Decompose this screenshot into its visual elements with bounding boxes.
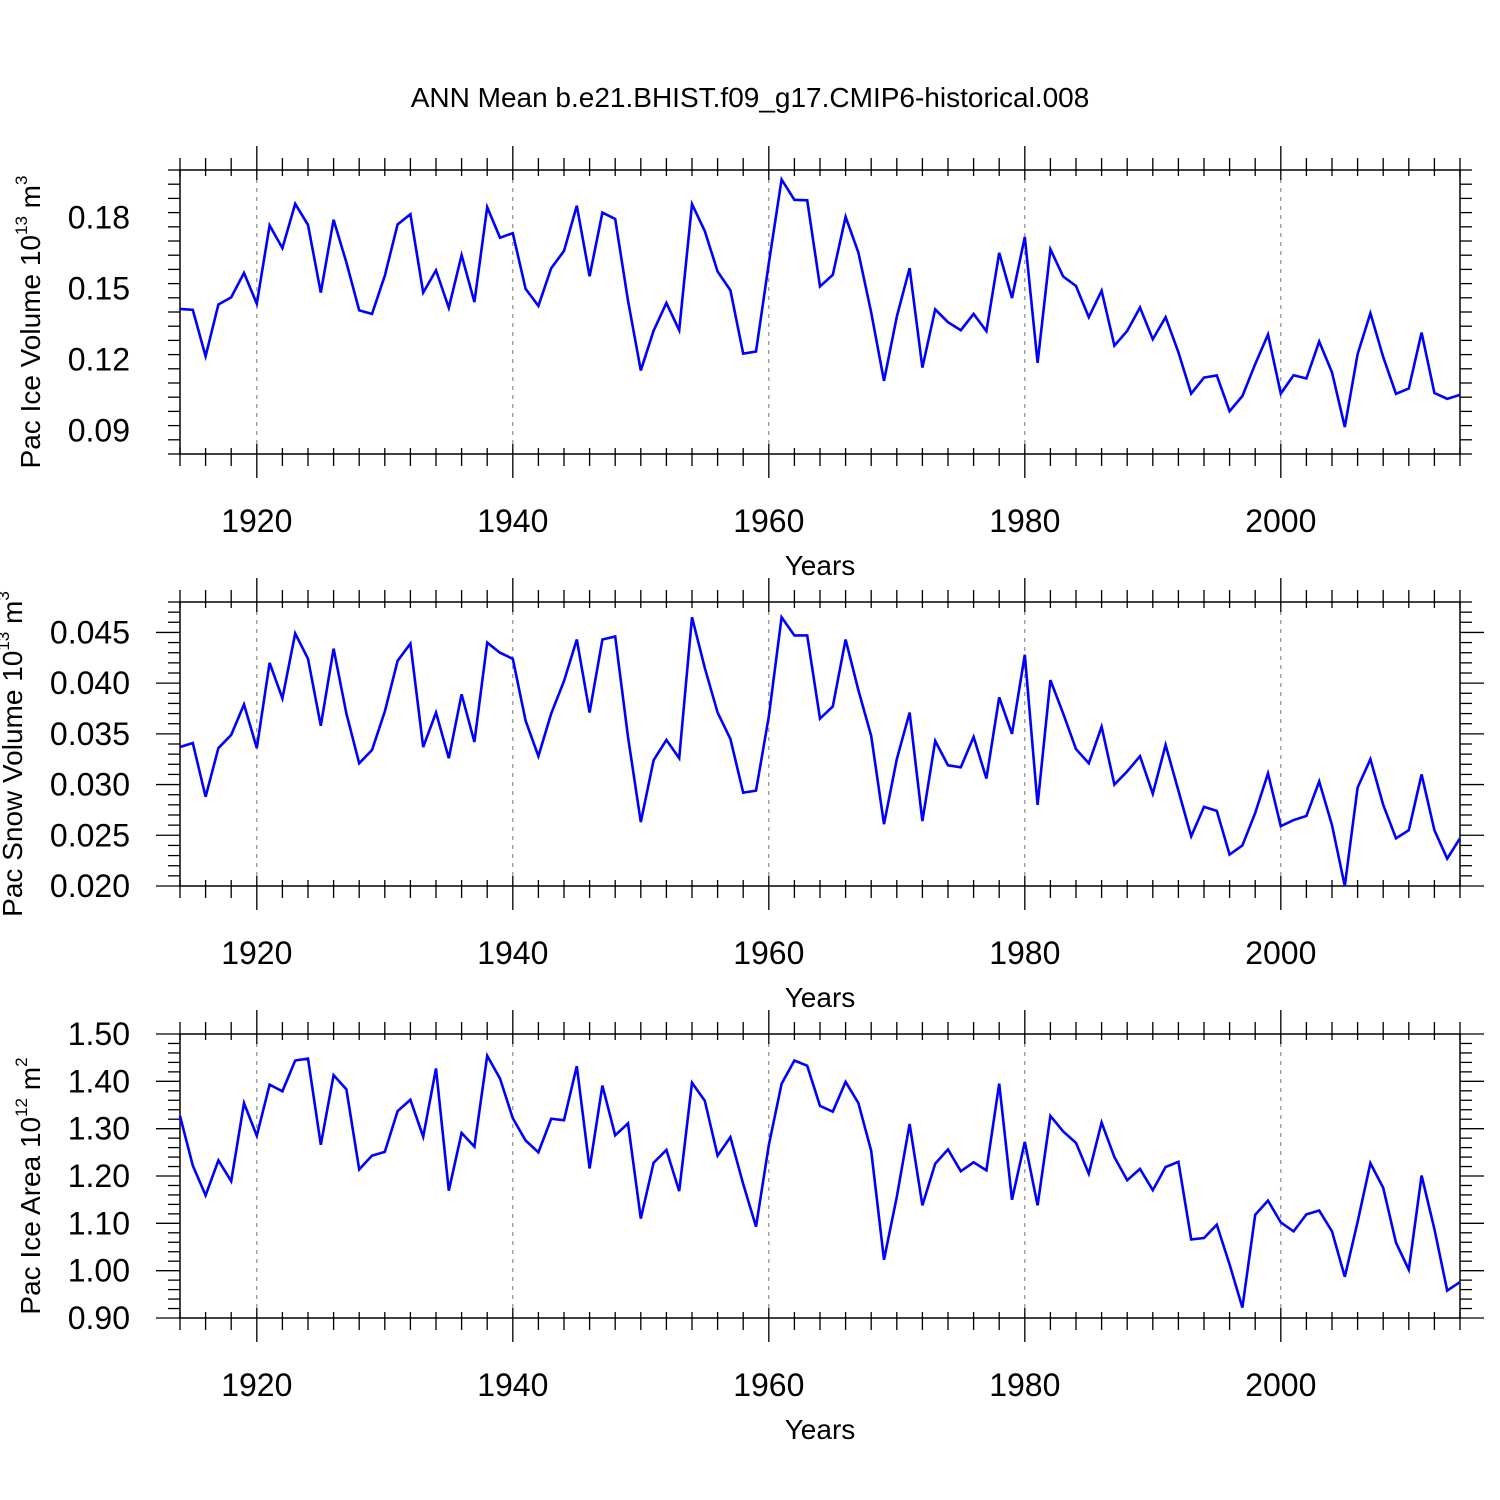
y-axis-title-unit: m (15, 185, 46, 216)
y-tick-label-1.50: 1.50 (68, 1016, 130, 1052)
series-line-ice-volume (179, 175, 1461, 428)
x-tick-label-1960: 1960 (733, 935, 804, 971)
y-axis-title-main: Pac Ice Volume 10 (15, 235, 46, 468)
panel-ice-volume: 1920 1940 1960 1980 2000 Years 0.09 0.12 0.15 0.1… (12, 146, 1472, 581)
x-axis-title: Years (785, 1414, 856, 1445)
x-tick-label-1940: 1940 (477, 503, 548, 539)
y-tick-label-1.20: 1.20 (68, 1158, 130, 1194)
x-tick-label-2000: 2000 (1245, 1367, 1316, 1403)
y-tick-label-0.030: 0.030 (50, 767, 130, 803)
y-axis-title: Pac Ice Volume 1013 m3 (12, 176, 46, 469)
y-axis-title: Pac Ice Area 1012 m2 (12, 1057, 46, 1314)
y-tick-label-0.15: 0.15 (68, 270, 130, 306)
series-line-snow-volume (179, 613, 1462, 887)
y-axis-title-unit-exponent: 3 (12, 176, 31, 185)
series-line-ice-area (178, 1051, 1461, 1308)
panel-ice-area: 1920 1940 1960 1980 2000 Years 0.90 1.00 1.10 1.2… (12, 1010, 1484, 1445)
x-tick-label-2000: 2000 (1245, 503, 1316, 539)
x-tick-label-1920: 1920 (221, 503, 292, 539)
plot-frame (179, 601, 1461, 887)
y-tick-label-1.10: 1.10 (68, 1205, 130, 1241)
x-tick-label-1960: 1960 (733, 1367, 804, 1403)
y-axis-title-main: Pac Ice Area 10 (15, 1117, 46, 1315)
panel-snow-volume: 1920 1940 1960 1980 2000 Years 0.020 0.025 0.030… (0, 578, 1484, 1013)
y-tick-label-1.00: 1.00 (68, 1253, 130, 1289)
y-tick-label-0.18: 0.18 (68, 199, 130, 235)
y-tick-label-0.040: 0.040 (50, 665, 130, 701)
y-tick-label-0.035: 0.035 (50, 716, 130, 752)
plot-frame (179, 1033, 1461, 1319)
y-axis-title-unit-exponent: 3 (0, 591, 13, 600)
x-tick-label-1940: 1940 (477, 935, 548, 971)
x-tick-label-1980: 1980 (989, 1367, 1060, 1403)
x-tick-label-1920: 1920 (221, 935, 292, 971)
x-tick-label-1980: 1980 (989, 935, 1060, 971)
y-tick-label-1.40: 1.40 (68, 1063, 130, 1099)
y-axis-title: Pac Snow Volume 1013 m3 (0, 591, 28, 917)
y-axis-title-unit: m (15, 1067, 46, 1098)
x-tick-label-1980: 1980 (989, 503, 1060, 539)
y-axis-title-exponent: 13 (0, 632, 13, 651)
y-tick-label-0.90: 0.90 (68, 1300, 130, 1336)
x-axis-title: Years (785, 982, 856, 1013)
y-axis-title-unit-exponent: 2 (12, 1057, 31, 1066)
y-axis-title-unit: m (0, 601, 28, 632)
x-tick-label-1940: 1940 (477, 1367, 548, 1403)
x-tick-label-1960: 1960 (733, 503, 804, 539)
x-tick-label-2000: 2000 (1245, 935, 1316, 971)
y-tick-label-0.045: 0.045 (50, 614, 130, 650)
y-tick-label-1.30: 1.30 (68, 1111, 130, 1147)
y-tick-label-0.12: 0.12 (68, 341, 130, 377)
x-tick-label-1920: 1920 (221, 1367, 292, 1403)
x-axis-title: Years (785, 550, 856, 581)
y-axis-title-exponent: 12 (12, 1098, 31, 1117)
figure-title: ANN Mean b.e21.BHIST.f09_g17.CMIP6-histo… (411, 82, 1090, 113)
y-tick-label-0.020: 0.020 (50, 868, 130, 904)
y-tick-label-0.09: 0.09 (68, 412, 130, 448)
y-axis-title-exponent: 13 (12, 216, 31, 235)
y-tick-label-0.025: 0.025 (50, 817, 130, 853)
y-axis-title-main: Pac Snow Volume 10 (0, 651, 28, 917)
